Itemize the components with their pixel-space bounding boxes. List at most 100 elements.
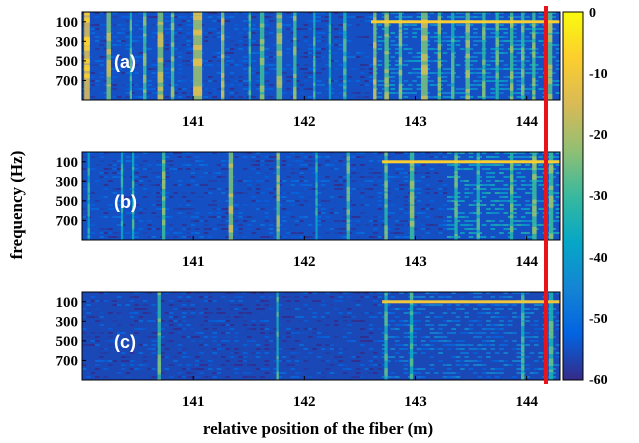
heatmap-cell xyxy=(368,48,374,50)
heatmap-cell xyxy=(147,16,152,18)
heatmap-cell xyxy=(251,220,257,222)
heatmap-cell xyxy=(238,316,243,318)
heatmap-cell xyxy=(364,36,370,38)
heatmap-cell xyxy=(390,204,396,206)
heatmap-cell xyxy=(290,348,296,350)
heatmap-cell xyxy=(429,168,435,170)
band-segment xyxy=(482,69,486,74)
heatmap-cell xyxy=(208,364,213,366)
heatmap-cell xyxy=(325,36,330,38)
heatmap-cell xyxy=(325,348,330,350)
heatmap-cell xyxy=(381,12,387,14)
heatmap-cell xyxy=(260,180,265,182)
heatmap-cell xyxy=(429,304,435,306)
band-segment xyxy=(421,95,428,100)
heatmap-cell xyxy=(208,320,213,322)
heatmap-cell xyxy=(121,72,126,74)
heatmap-cell xyxy=(477,348,482,350)
heatmap-cell xyxy=(520,180,526,182)
heatmap-cell xyxy=(434,232,439,234)
heatmap-cell xyxy=(134,72,139,74)
heatmap-cell xyxy=(342,312,348,314)
heatmap-cell xyxy=(116,96,122,98)
heatmap-cell xyxy=(251,32,257,34)
heatmap-cell xyxy=(464,304,469,306)
heatmap-cell xyxy=(129,16,135,18)
vertical-band xyxy=(313,12,316,100)
heatmap-cell xyxy=(525,68,530,70)
heatmap-cell xyxy=(434,192,439,194)
heatmap-cell xyxy=(281,316,287,318)
panel-label: (c) xyxy=(114,332,136,352)
heatmap-cell xyxy=(529,40,535,42)
heatmap-cell xyxy=(390,152,396,154)
heatmap-cell xyxy=(134,192,139,194)
heatmap-cell xyxy=(399,348,404,350)
heatmap-cell xyxy=(481,312,487,314)
heatmap-cell xyxy=(460,152,465,154)
heatmap-cell xyxy=(212,336,217,338)
heatmap-cell xyxy=(416,16,422,18)
heatmap-cell xyxy=(138,328,144,330)
heatmap-cell xyxy=(255,156,261,158)
heatmap-cell xyxy=(260,376,265,378)
heatmap-cell xyxy=(312,184,317,186)
heatmap-cell xyxy=(247,228,252,230)
heatmap-cell xyxy=(299,152,304,154)
heatmap-cell xyxy=(208,360,213,362)
heatmap-cell xyxy=(242,80,248,82)
heatmap-cell xyxy=(481,236,487,238)
heatmap-cell xyxy=(208,92,213,94)
band-segment xyxy=(259,58,265,65)
heatmap-cell xyxy=(294,316,300,318)
band-segment xyxy=(409,221,415,227)
heatmap-cell xyxy=(503,228,509,230)
heatmap-cell xyxy=(473,220,478,222)
heatmap-cell xyxy=(507,324,513,326)
heatmap-cell xyxy=(268,68,274,70)
heatmap-cell xyxy=(155,184,161,186)
band-segment xyxy=(476,225,480,230)
heatmap-cell xyxy=(377,36,383,38)
heatmap-cell xyxy=(468,60,474,62)
heatmap-cell xyxy=(238,80,243,82)
heatmap-cell xyxy=(451,312,456,314)
heatmap-cell xyxy=(264,96,270,98)
heatmap-cell xyxy=(190,16,196,18)
band-segment xyxy=(328,78,331,84)
heatmap-cell xyxy=(399,168,404,170)
heatmap-cell xyxy=(525,60,530,62)
band-segment xyxy=(221,73,225,78)
heatmap-cell xyxy=(199,184,204,186)
heatmap-cell xyxy=(90,24,96,26)
heatmap-cell xyxy=(533,320,539,322)
heatmap-cell xyxy=(464,168,469,170)
heatmap-cell xyxy=(108,236,113,238)
heatmap-cell xyxy=(138,208,144,210)
heatmap-cell xyxy=(195,364,200,366)
heatmap-cell xyxy=(134,176,139,178)
heatmap-cell xyxy=(268,16,274,18)
heatmap-cell xyxy=(477,304,482,306)
heatmap-cell xyxy=(268,296,274,298)
heatmap-cell xyxy=(416,28,422,30)
heatmap-cell xyxy=(247,372,252,374)
heatmap-cell xyxy=(225,324,230,326)
heatmap-cell xyxy=(434,340,439,342)
heatmap-cell xyxy=(112,168,117,170)
band-segment xyxy=(276,378,279,380)
band-segment xyxy=(465,96,470,100)
heatmap-cell xyxy=(273,304,278,306)
band-segment xyxy=(193,58,203,67)
heatmap-cell xyxy=(490,68,496,70)
heatmap-cell xyxy=(377,192,383,194)
heatmap-cell xyxy=(503,364,509,366)
heatmap-cell xyxy=(455,308,461,310)
heatmap-cell xyxy=(129,44,135,46)
heatmap-cell xyxy=(368,188,374,190)
heatmap-cell xyxy=(390,212,396,214)
heatmap-cell xyxy=(551,308,556,310)
heatmap-cell xyxy=(355,96,361,98)
heatmap-cell xyxy=(425,348,430,350)
band-segment xyxy=(276,195,280,201)
